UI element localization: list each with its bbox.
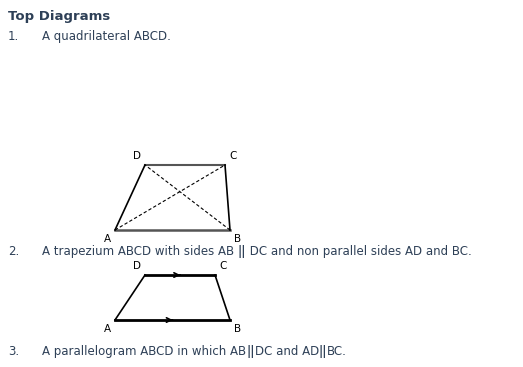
Text: D: D — [133, 151, 141, 161]
Text: 1.: 1. — [8, 30, 19, 43]
Text: DC and non parallel sides AD and BC.: DC and non parallel sides AD and BC. — [246, 245, 472, 258]
Text: 2.: 2. — [8, 245, 19, 258]
Text: C: C — [229, 151, 236, 161]
Text: ||: || — [319, 345, 327, 358]
Text: A quadrilateral ABCD.: A quadrilateral ABCD. — [42, 30, 171, 43]
Text: ||: || — [238, 245, 246, 258]
Text: C: C — [219, 261, 226, 271]
Text: ||: || — [246, 345, 255, 358]
Text: A: A — [104, 324, 111, 334]
Text: BC.: BC. — [327, 345, 347, 358]
Text: DC and AD: DC and AD — [255, 345, 319, 358]
Text: B: B — [234, 234, 241, 244]
Text: A parallelogram ABCD in which AB: A parallelogram ABCD in which AB — [42, 345, 246, 358]
Text: D: D — [133, 261, 141, 271]
Text: A trapezium ABCD with sides AB: A trapezium ABCD with sides AB — [42, 245, 238, 258]
Text: B: B — [234, 324, 241, 334]
Text: A: A — [104, 234, 111, 244]
Text: 3.: 3. — [8, 345, 19, 358]
Text: Top Diagrams: Top Diagrams — [8, 10, 110, 23]
